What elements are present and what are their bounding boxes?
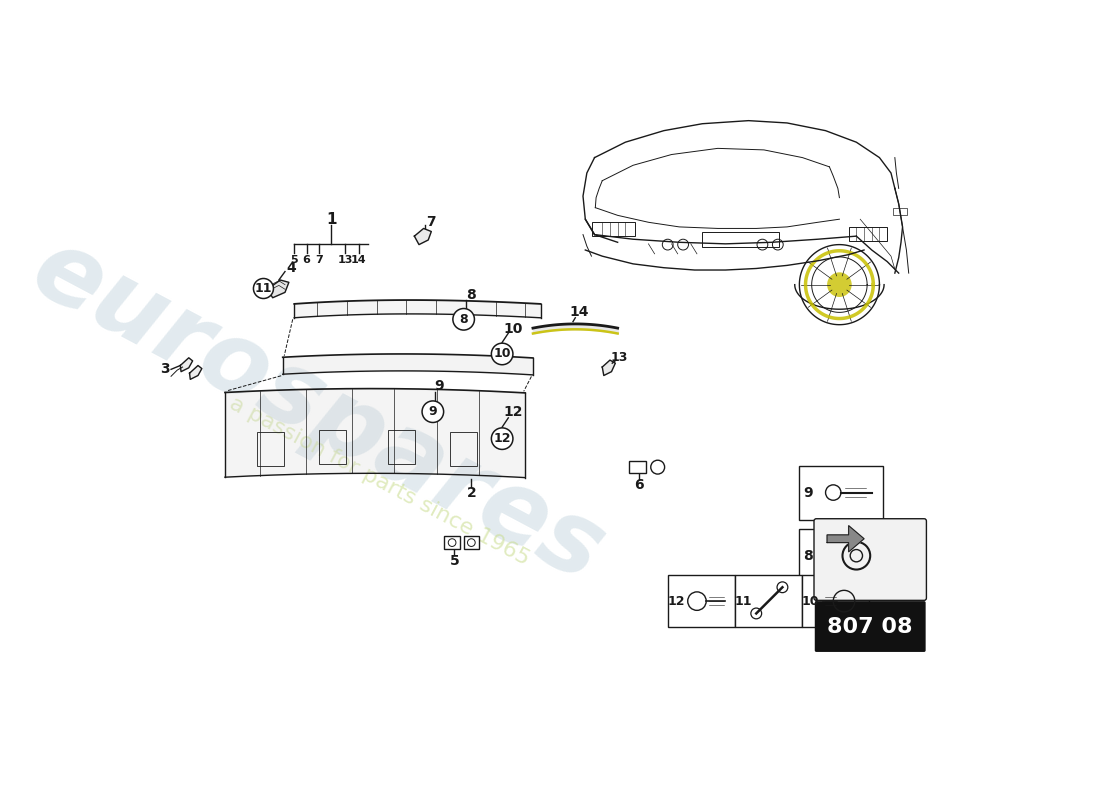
FancyBboxPatch shape (814, 518, 926, 600)
Bar (592, 222, 635, 236)
Text: 12: 12 (503, 405, 522, 418)
Bar (849, 227, 887, 241)
Bar (388, 430, 415, 464)
Text: 8: 8 (466, 288, 476, 302)
Text: 11: 11 (255, 282, 272, 295)
Text: 11: 11 (735, 594, 752, 608)
Text: 9: 9 (429, 405, 437, 418)
Text: 10: 10 (802, 594, 818, 608)
Bar (444, 537, 460, 549)
Polygon shape (180, 358, 192, 372)
Circle shape (492, 343, 513, 365)
Circle shape (453, 309, 474, 330)
Text: 2: 2 (466, 486, 476, 500)
Bar (703, 231, 779, 247)
Text: 7: 7 (315, 255, 322, 265)
Text: 1: 1 (326, 212, 337, 226)
Text: 12: 12 (668, 594, 685, 608)
Text: 10: 10 (494, 347, 510, 361)
Circle shape (827, 272, 851, 297)
Text: 9: 9 (434, 378, 443, 393)
Text: 7: 7 (427, 215, 436, 230)
Bar (799, 466, 883, 519)
Text: eurospares: eurospares (15, 220, 619, 603)
Text: 807 08: 807 08 (827, 617, 913, 637)
Circle shape (492, 428, 513, 450)
Bar (668, 575, 735, 627)
Polygon shape (603, 360, 615, 375)
Text: 3: 3 (161, 362, 169, 376)
Text: 9: 9 (803, 486, 813, 499)
Bar (464, 537, 480, 549)
Circle shape (651, 460, 664, 474)
Polygon shape (415, 229, 431, 245)
Bar (319, 430, 345, 464)
Text: 13: 13 (610, 351, 628, 364)
Bar (893, 208, 907, 215)
Circle shape (253, 278, 274, 298)
Text: 12: 12 (494, 432, 510, 445)
Bar (450, 432, 476, 466)
Polygon shape (189, 366, 202, 379)
Bar (799, 529, 883, 582)
Bar (735, 575, 802, 627)
Text: 14: 14 (570, 305, 589, 318)
Text: 5: 5 (290, 255, 298, 265)
Text: 14: 14 (351, 255, 366, 265)
Text: 6: 6 (635, 478, 643, 492)
Circle shape (422, 401, 443, 422)
Polygon shape (827, 526, 865, 552)
Text: 13: 13 (338, 255, 353, 265)
Bar (802, 575, 869, 627)
Text: 5: 5 (450, 554, 460, 568)
Polygon shape (267, 280, 289, 298)
Text: a passion for parts since 1965: a passion for parts since 1965 (226, 393, 532, 569)
Text: 8: 8 (460, 313, 467, 326)
FancyBboxPatch shape (815, 601, 926, 652)
Text: 8: 8 (803, 549, 813, 562)
Bar (629, 461, 646, 474)
Text: 4: 4 (286, 262, 296, 275)
Text: 6: 6 (302, 255, 310, 265)
Bar (257, 432, 284, 466)
Text: 10: 10 (503, 322, 522, 335)
